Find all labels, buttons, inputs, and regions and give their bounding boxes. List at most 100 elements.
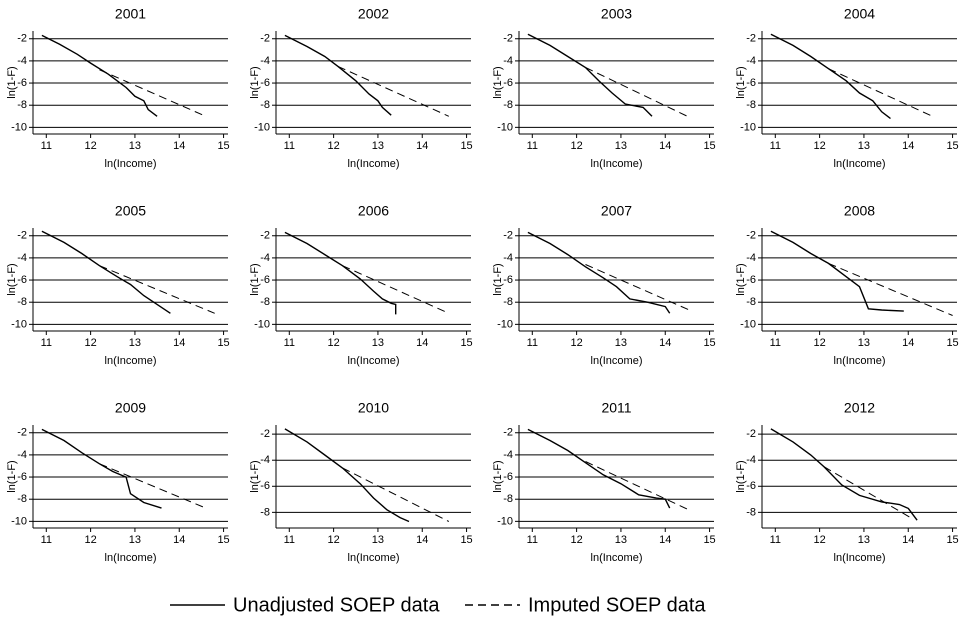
x-tick-label: 15	[946, 534, 958, 546]
x-tick-label: 11	[284, 140, 295, 152]
series-line	[284, 34, 392, 116]
x-tick-label: 11	[41, 140, 52, 152]
panel-title: 2003	[601, 6, 632, 22]
x-tick-label: 13	[372, 534, 384, 546]
x-tick-label: 14	[902, 140, 914, 152]
y-tick-label: -4	[503, 252, 513, 264]
x-tick-label: 15	[217, 534, 229, 546]
y-tick-label: -2	[17, 230, 27, 242]
x-axis-label: ln(Income)	[834, 355, 886, 367]
x-axis-label: ln(Income)	[591, 552, 643, 564]
y-tick-label: -4	[746, 55, 756, 67]
y-tick-label: -6	[503, 77, 513, 89]
y-axis-label: ln(1-F)	[249, 263, 261, 295]
x-tick-label: 11	[527, 140, 538, 152]
x-tick-label: 14	[416, 140, 428, 152]
y-tick-label: -8	[503, 296, 513, 308]
x-tick-label: 13	[615, 140, 627, 152]
x-tick-label: 13	[615, 534, 627, 546]
y-tick-label: -10	[11, 318, 27, 330]
y-tick-label: -8	[746, 506, 756, 518]
y-tick-label: -10	[254, 318, 270, 330]
x-tick-label: 14	[659, 534, 671, 546]
x-tick-label: 12	[84, 337, 96, 349]
y-tick-label: -4	[260, 252, 270, 264]
x-tick-label: 13	[858, 534, 870, 546]
series-line	[41, 230, 171, 314]
x-tick-label: 15	[703, 337, 715, 349]
x-tick-label: 15	[460, 337, 472, 349]
y-axis-label: ln(1-F)	[735, 263, 747, 295]
x-axis-label: ln(Income)	[105, 355, 157, 367]
y-axis-label: ln(1-F)	[249, 66, 261, 98]
series-line	[99, 265, 215, 314]
x-tick-label: 11	[770, 337, 781, 349]
x-axis-label: ln(Income)	[348, 158, 400, 170]
x-tick-label: 14	[902, 534, 914, 546]
x-tick-label: 15	[703, 140, 715, 152]
x-tick-label: 14	[902, 337, 914, 349]
y-axis-label: ln(1-F)	[6, 263, 18, 295]
x-tick-label: 11	[284, 534, 295, 546]
x-tick-label: 12	[813, 337, 825, 349]
y-tick-label: -2	[746, 428, 756, 440]
y-tick-label: -4	[260, 454, 270, 466]
y-tick-label: -2	[503, 230, 513, 242]
x-tick-label: 11	[284, 337, 295, 349]
x-tick-label: 11	[770, 534, 781, 546]
series-line	[41, 34, 158, 117]
series-line	[527, 231, 671, 314]
y-tick-label: -8	[17, 493, 27, 505]
y-tick-label: -4	[260, 55, 270, 67]
y-tick-label: -4	[17, 449, 27, 461]
x-tick-label: 15	[460, 534, 472, 546]
y-tick-label: -2	[746, 33, 756, 45]
x-tick-label: 11	[41, 534, 52, 546]
y-tick-label: -10	[11, 515, 27, 527]
x-tick-label: 11	[770, 140, 781, 152]
y-tick-label: -2	[260, 33, 270, 45]
legend-label: Imputed SOEP data	[528, 594, 706, 616]
y-tick-label: -2	[260, 230, 270, 242]
panel-title: 2011	[601, 400, 631, 416]
y-tick-label: -8	[503, 99, 513, 111]
series-line	[337, 65, 450, 117]
y-tick-label: -10	[254, 121, 270, 133]
x-tick-label: 13	[615, 337, 627, 349]
x-tick-label: 12	[84, 534, 96, 546]
x-tick-label: 11	[527, 337, 538, 349]
series-line	[527, 33, 653, 117]
x-tick-label: 13	[129, 534, 141, 546]
y-axis-label: ln(1-F)	[249, 460, 261, 492]
x-tick-label: 12	[84, 140, 96, 152]
panel-title: 2012	[844, 400, 875, 416]
y-tick-label: -10	[497, 318, 513, 330]
panel-title: 2004	[844, 6, 875, 22]
series-line	[770, 33, 891, 120]
series-line	[284, 428, 410, 523]
panel-title: 2005	[115, 203, 146, 219]
x-tick-label: 13	[372, 337, 384, 349]
x-tick-label: 12	[327, 140, 339, 152]
series-line	[828, 68, 936, 118]
x-axis-label: ln(Income)	[591, 158, 643, 170]
y-tick-label: -4	[503, 449, 513, 461]
x-tick-label: 14	[416, 534, 428, 546]
x-tick-label: 15	[217, 337, 229, 349]
series-line	[342, 467, 450, 522]
y-tick-label: -2	[260, 428, 270, 440]
y-tick-label: -4	[17, 55, 27, 67]
x-tick-label: 15	[946, 337, 958, 349]
y-tick-label: -6	[260, 77, 270, 89]
y-tick-label: -6	[746, 480, 756, 492]
x-axis-label: ln(Income)	[591, 355, 643, 367]
x-tick-label: 15	[946, 140, 958, 152]
y-tick-label: -2	[503, 33, 513, 45]
series-line	[585, 461, 688, 510]
x-tick-label: 15	[217, 140, 229, 152]
y-tick-label: -8	[260, 99, 270, 111]
x-axis-label: ln(Income)	[834, 552, 886, 564]
series-line	[823, 466, 913, 520]
x-tick-label: 12	[570, 534, 582, 546]
